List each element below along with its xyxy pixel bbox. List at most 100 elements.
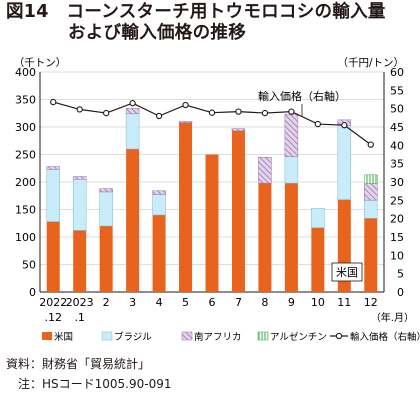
- price-point: [76, 106, 83, 113]
- chart-title: 図14 コーンスターチ用トウモロコシの輸入量 および輸入価格の推移: [6, 2, 418, 44]
- bar-brazil: [99, 191, 113, 227]
- price-point: [103, 109, 110, 117]
- y-left-tick-label: 400: [15, 66, 36, 79]
- bar-south-africa: [152, 190, 166, 195]
- y-right-unit: （千円/トン）: [337, 57, 404, 69]
- bar-us: [364, 218, 378, 292]
- bar-us: [205, 154, 219, 292]
- y-left-unit: （千トン）: [14, 57, 67, 69]
- y-right-tick-label: 35: [390, 158, 404, 171]
- legend-argentina-swatch: [257, 331, 269, 341]
- bar-brazil: [72, 179, 87, 231]
- bar-south-africa: [284, 114, 299, 157]
- annotation-us-label: 米国: [336, 266, 358, 279]
- price-point: [314, 120, 321, 128]
- legend-price-marker: [335, 332, 343, 340]
- y-left-tick-label: 150: [15, 204, 36, 217]
- y-right-tick-label: 40: [390, 139, 404, 152]
- bar-us: [179, 122, 193, 292]
- x-tick-label: 5: [182, 296, 189, 309]
- y-left-tick-label: 200: [15, 176, 36, 189]
- x-tick-label: 12: [364, 296, 378, 309]
- x-tick-label: 4: [156, 296, 163, 309]
- legend-us-swatch: [42, 332, 52, 340]
- bar-south-africa: [178, 121, 193, 123]
- price-point: [261, 109, 269, 117]
- bar-south-africa: [46, 166, 60, 170]
- x-tick-label: .1: [74, 311, 85, 324]
- price-point: [129, 100, 136, 107]
- y-right-tick-label: 25: [390, 194, 404, 207]
- y-right-tick-label: 5: [397, 268, 404, 281]
- bar-us: [99, 226, 113, 292]
- bar-brazil: [284, 156, 299, 184]
- bar-us: [311, 227, 325, 292]
- legend-price-label: 輸入価格（右軸）: [350, 331, 420, 343]
- bar-south-africa: [125, 108, 140, 115]
- y-left-tick-label: 350: [15, 94, 36, 107]
- annotation-us-box: [331, 262, 363, 282]
- y-right-tick-label: 55: [390, 84, 404, 97]
- price-point: [288, 108, 295, 115]
- bar-brazil: [337, 125, 352, 200]
- x-axis-unit: （年.月）: [371, 311, 414, 324]
- bar-south-africa: [258, 157, 272, 184]
- price-point: [155, 112, 163, 120]
- y-right-tick-label: 50: [390, 103, 404, 116]
- bar-brazil: [125, 113, 140, 150]
- legend-brazil-swatch: [101, 331, 113, 341]
- note-line: 注：HSコード1005.90-091: [6, 377, 172, 391]
- x-tick-label: 10: [311, 296, 325, 309]
- legend-brazil-label: ブラジル: [114, 331, 152, 343]
- price-point: [235, 108, 242, 115]
- source-line: 資料：財務省「貿易統計」: [6, 357, 151, 371]
- annotation-price-label: 輸入価格（右軸）: [258, 89, 346, 103]
- x-tick-label: 9: [288, 296, 295, 309]
- bar-us: [126, 149, 140, 292]
- y-right-tick-label: 60: [390, 66, 404, 79]
- y-left-tick-label: 300: [15, 121, 36, 134]
- x-tick-label: 2022: [39, 296, 67, 309]
- y-right-tick-label: 45: [390, 121, 404, 134]
- y-right-tick-label: 30: [390, 176, 404, 189]
- bar-us: [284, 183, 298, 292]
- bar-us: [73, 230, 87, 292]
- y-right-tick-label: 15: [390, 231, 404, 244]
- chart-title-line2: および輸入価格の推移: [68, 23, 246, 43]
- y-left-tick-label: 100: [15, 231, 36, 244]
- y-left-tick-label: 0: [29, 286, 36, 299]
- x-tick-label: 3: [129, 296, 136, 309]
- bar-us: [231, 130, 245, 292]
- x-tick-label: 8: [261, 296, 268, 309]
- price-line: [53, 101, 372, 146]
- bar-us: [258, 183, 272, 292]
- x-tick-label: 7: [235, 296, 242, 309]
- bar-south-africa: [99, 188, 113, 193]
- y-right-tick-label: 10: [390, 249, 404, 262]
- price-point: [50, 98, 57, 106]
- x-tick-label: 2: [103, 296, 110, 309]
- bar-brazil: [311, 208, 325, 228]
- y-left-tick-label: 250: [15, 149, 36, 162]
- x-tick-label: .12: [44, 311, 62, 324]
- legend-south-africa-swatch: [181, 331, 193, 341]
- price-point: [182, 101, 189, 109]
- legend-argentina-label: アルゼンチン: [270, 331, 327, 343]
- bar-brazil: [46, 169, 60, 222]
- chart-title-line1: 図14 コーンスターチ用トウモロコシの輸入量: [6, 2, 386, 22]
- y-right-tick-label: 0: [397, 286, 404, 299]
- legend-south-africa-label: 南アフリカ: [194, 331, 242, 343]
- bar-us: [46, 221, 60, 292]
- bar-south-africa: [72, 176, 87, 180]
- bar-brazil: [152, 194, 166, 216]
- x-tick-label: 11: [337, 296, 351, 309]
- source-note: 資料：財務省「貿易統計」 注：HSコード1005.90-091: [6, 354, 172, 394]
- bar-brazil: [364, 199, 378, 219]
- x-tick-label: 6: [209, 296, 216, 309]
- y-left-tick-label: 50: [22, 259, 36, 272]
- bar-south-africa: [364, 183, 378, 201]
- legend-us-label: 米国: [54, 331, 73, 343]
- y-right-tick-label: 20: [390, 213, 404, 226]
- bar-argentina: [364, 174, 378, 184]
